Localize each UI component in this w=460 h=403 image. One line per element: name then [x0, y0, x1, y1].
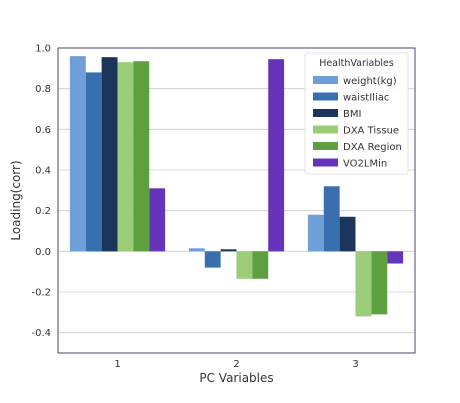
- bar-dxa-tissue: [355, 251, 372, 317]
- y-axis-label: Loading(corr): [9, 160, 23, 240]
- plot-frame: [57, 47, 416, 354]
- bar-bmi: [339, 216, 356, 252]
- bar-dxa-region: [371, 251, 388, 315]
- legend-label: DXA Region: [343, 142, 402, 153]
- y-tick-label: 0.4: [35, 166, 51, 177]
- x-axis-ticks: 1 2 3: [114, 359, 358, 370]
- y-tick-label: -0.4: [31, 328, 51, 339]
- bar-bmi: [101, 57, 118, 252]
- bar-waistiliac: [85, 72, 102, 252]
- y-tick-label: 1.0: [35, 44, 51, 55]
- y-tick-label: 0.2: [35, 206, 51, 217]
- legend-swatch: [313, 158, 338, 167]
- bar-vo2lmin: [268, 59, 285, 252]
- bar-dxa-region: [252, 251, 269, 279]
- legend-swatch: [313, 109, 338, 117]
- legend-swatch: [313, 76, 338, 84]
- y-tick-label: 0.6: [35, 125, 51, 136]
- legend-label: DXA Tissue: [343, 126, 399, 137]
- bar-weight-kg-: [188, 248, 205, 252]
- bar-weight-kg-: [69, 56, 86, 252]
- bar-dxa-tissue: [117, 62, 134, 252]
- bar-dxa-tissue: [236, 251, 253, 279]
- legend-label: weight(kg): [343, 76, 397, 87]
- legend-title: HealthVariables: [319, 58, 394, 69]
- legend-label: waistIliac: [343, 93, 389, 104]
- y-tick-label: 0.0: [35, 247, 51, 258]
- legend-swatch: [313, 125, 338, 134]
- bar-waistiliac: [204, 251, 221, 268]
- bar-vo2lmin: [149, 188, 166, 252]
- legend: HealthVariables weight(kg) waistIliac BMI D…: [304, 52, 409, 175]
- x-axis-label: PC Variables: [199, 371, 273, 385]
- bar-weight-kg-: [307, 214, 324, 252]
- x-tick-label: 1: [114, 359, 120, 370]
- bar-waistiliac: [323, 186, 340, 252]
- bar-dxa-region: [133, 61, 150, 252]
- bar-vo2lmin: [387, 251, 404, 264]
- legend-swatch: [313, 142, 338, 150]
- x-tick-label: 3: [352, 359, 358, 370]
- legend-label: BMI: [343, 109, 361, 120]
- y-axis-ticks: -0.4 -0.2 0.0 0.2 0.4 0.6 0.8 1.0: [31, 44, 51, 340]
- y-tick-label: -0.2: [31, 288, 51, 299]
- bars: [69, 56, 404, 317]
- legend-label: VO2LMin: [343, 159, 387, 170]
- legend-swatch: [313, 92, 338, 101]
- x-tick-label: 2: [233, 359, 239, 370]
- y-tick-label: 0.8: [35, 84, 51, 95]
- bar-bmi: [220, 249, 237, 252]
